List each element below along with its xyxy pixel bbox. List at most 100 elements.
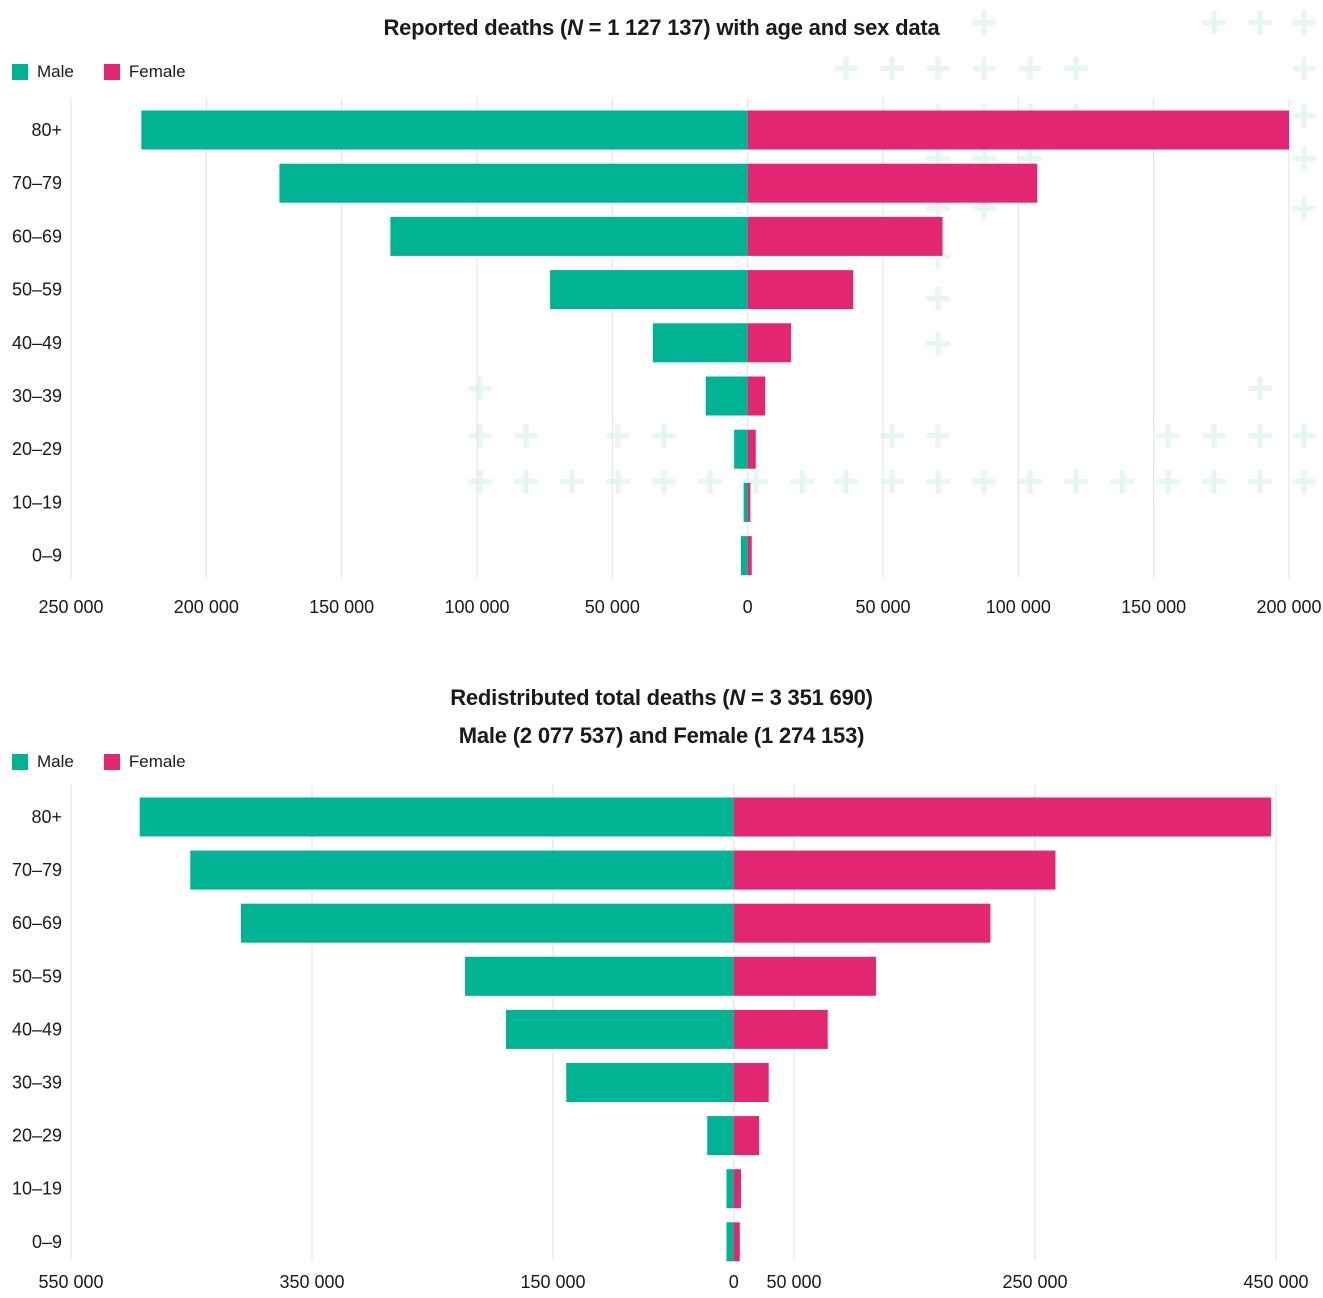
plus-icon: + xyxy=(1155,455,1182,507)
category-label: 50–59 xyxy=(12,966,62,986)
x-tick-label: 50 000 xyxy=(766,1272,821,1292)
legend-label-male: Male xyxy=(37,62,74,81)
plus-icon: + xyxy=(651,455,678,507)
x-tick-label: 550 000 xyxy=(38,1272,103,1292)
x-tick-label: 200 000 xyxy=(1256,597,1321,617)
plus-icon: + xyxy=(1247,409,1274,461)
plus-icon: + xyxy=(467,409,494,461)
bar-female-0 xyxy=(747,110,1289,150)
plus-icon: + xyxy=(1291,455,1318,507)
plus-icon: + xyxy=(1247,0,1274,48)
reported-deaths-chart: + + + + + ++ + ++ +++++ + + ++++++ ++ + + + + + + + + ++ + + + + +… xyxy=(12,0,1322,617)
plus-icon: + xyxy=(605,409,632,461)
male-swatch xyxy=(12,64,28,80)
bar-female-1 xyxy=(747,163,1038,203)
plus-icon: + xyxy=(467,362,494,414)
bar-male-3 xyxy=(465,956,734,996)
plus-icon: + xyxy=(1201,0,1228,48)
plus-icon: + xyxy=(1291,89,1318,141)
bar-male-7 xyxy=(743,482,748,522)
bar-female-1 xyxy=(733,850,1056,890)
category-label: 0–9 xyxy=(32,1232,62,1252)
legend: Male Female xyxy=(12,752,216,772)
category-label: 20–29 xyxy=(12,439,62,459)
bar-female-4 xyxy=(747,323,791,363)
bar-male-8 xyxy=(740,536,748,576)
x-tick-label: 50 000 xyxy=(855,597,910,617)
legend-male: Male xyxy=(12,752,74,772)
plus-icon: + xyxy=(513,409,540,461)
legend-male: Male xyxy=(12,62,74,82)
plus-icon: + xyxy=(1201,455,1228,507)
bar-female-5 xyxy=(747,376,766,416)
category-label: 80+ xyxy=(31,120,62,140)
category-label: 60–69 xyxy=(12,226,62,246)
bar-male-2 xyxy=(240,903,734,943)
x-tick-label: 450 000 xyxy=(1243,1272,1308,1292)
category-label: 20–29 xyxy=(12,1126,62,1146)
redistributed-deaths-chart: 80+ 70–79 60–69 50–59 40–49 30–39 20–29 10–19 0–… xyxy=(12,785,1309,1292)
female-swatch xyxy=(103,754,120,770)
plus-icon: + xyxy=(971,0,998,48)
plus-icon: + xyxy=(513,455,540,507)
legend-label-female: Female xyxy=(128,62,186,81)
category-label: 40–49 xyxy=(12,1019,62,1039)
x-tick-label: 50 000 xyxy=(585,597,640,617)
bar-female-7 xyxy=(747,482,751,522)
x-tick-label: 200 000 xyxy=(174,597,239,617)
category-label: 50–59 xyxy=(12,280,62,300)
x-tick-label: 0 xyxy=(743,597,753,617)
plus-icon: + xyxy=(1247,362,1274,414)
category-label: 60–69 xyxy=(12,913,62,933)
plus-icon: + xyxy=(1063,455,1090,507)
x-tick-label: 100 000 xyxy=(444,597,509,617)
chart-title: Redistributed total deaths (N = 3 351 69… xyxy=(450,685,873,710)
plus-icon: + xyxy=(1201,409,1228,461)
category-label: 80+ xyxy=(31,807,62,827)
bar-female-8 xyxy=(733,1222,740,1262)
category-label: 10–19 xyxy=(12,492,62,512)
x-tick-label: 350 000 xyxy=(279,1272,344,1292)
plus-icon: + xyxy=(925,409,952,461)
legend-label-male: Male xyxy=(37,752,74,771)
x-tick-label: 100 000 xyxy=(986,597,1051,617)
female-swatch xyxy=(103,64,120,80)
legend-female: Female xyxy=(103,62,186,82)
bar-male-0 xyxy=(139,797,734,837)
plus-icon: + xyxy=(925,455,952,507)
plus-icon: + xyxy=(605,455,632,507)
plus-icon: + xyxy=(697,455,724,507)
category-label: 30–39 xyxy=(12,386,62,406)
bar-male-5 xyxy=(705,376,748,416)
plus-icon: + xyxy=(1063,42,1090,94)
category-label: 40–49 xyxy=(12,333,62,353)
plus-icon: + xyxy=(789,455,816,507)
x-tick-label: 150 000 xyxy=(520,1272,585,1292)
bar-female-2 xyxy=(747,216,943,256)
plus-icon: + xyxy=(971,42,998,94)
bar-male-0 xyxy=(141,110,748,150)
bar-female-3 xyxy=(747,270,854,310)
x-tick-label: 250 000 xyxy=(1002,1272,1067,1292)
category-label: 10–19 xyxy=(12,1179,62,1199)
chart-title: Reported deaths (N = 1 127 137) with age… xyxy=(383,15,940,40)
x-tick-label: 250 000 xyxy=(38,597,103,617)
plus-icon: + xyxy=(1017,42,1044,94)
bar-male-2 xyxy=(390,216,748,256)
bar-female-6 xyxy=(747,429,756,469)
plus-icon: + xyxy=(833,42,860,94)
plus-icon: + xyxy=(925,317,952,369)
bar-male-8 xyxy=(726,1222,734,1262)
bar-male-4 xyxy=(652,323,748,363)
male-swatch xyxy=(12,754,28,770)
bar-female-6 xyxy=(733,1116,760,1156)
plus-icon: + xyxy=(467,455,494,507)
bar-female-2 xyxy=(733,903,991,943)
plus-icon: + xyxy=(1109,455,1136,507)
bar-female-5 xyxy=(733,1063,769,1102)
x-tick-label: 150 000 xyxy=(1121,597,1186,617)
bar-male-7 xyxy=(726,1169,734,1209)
plus-icon: + xyxy=(925,272,952,324)
legend-label-female: Female xyxy=(128,752,186,771)
bar-female-8 xyxy=(747,536,752,576)
